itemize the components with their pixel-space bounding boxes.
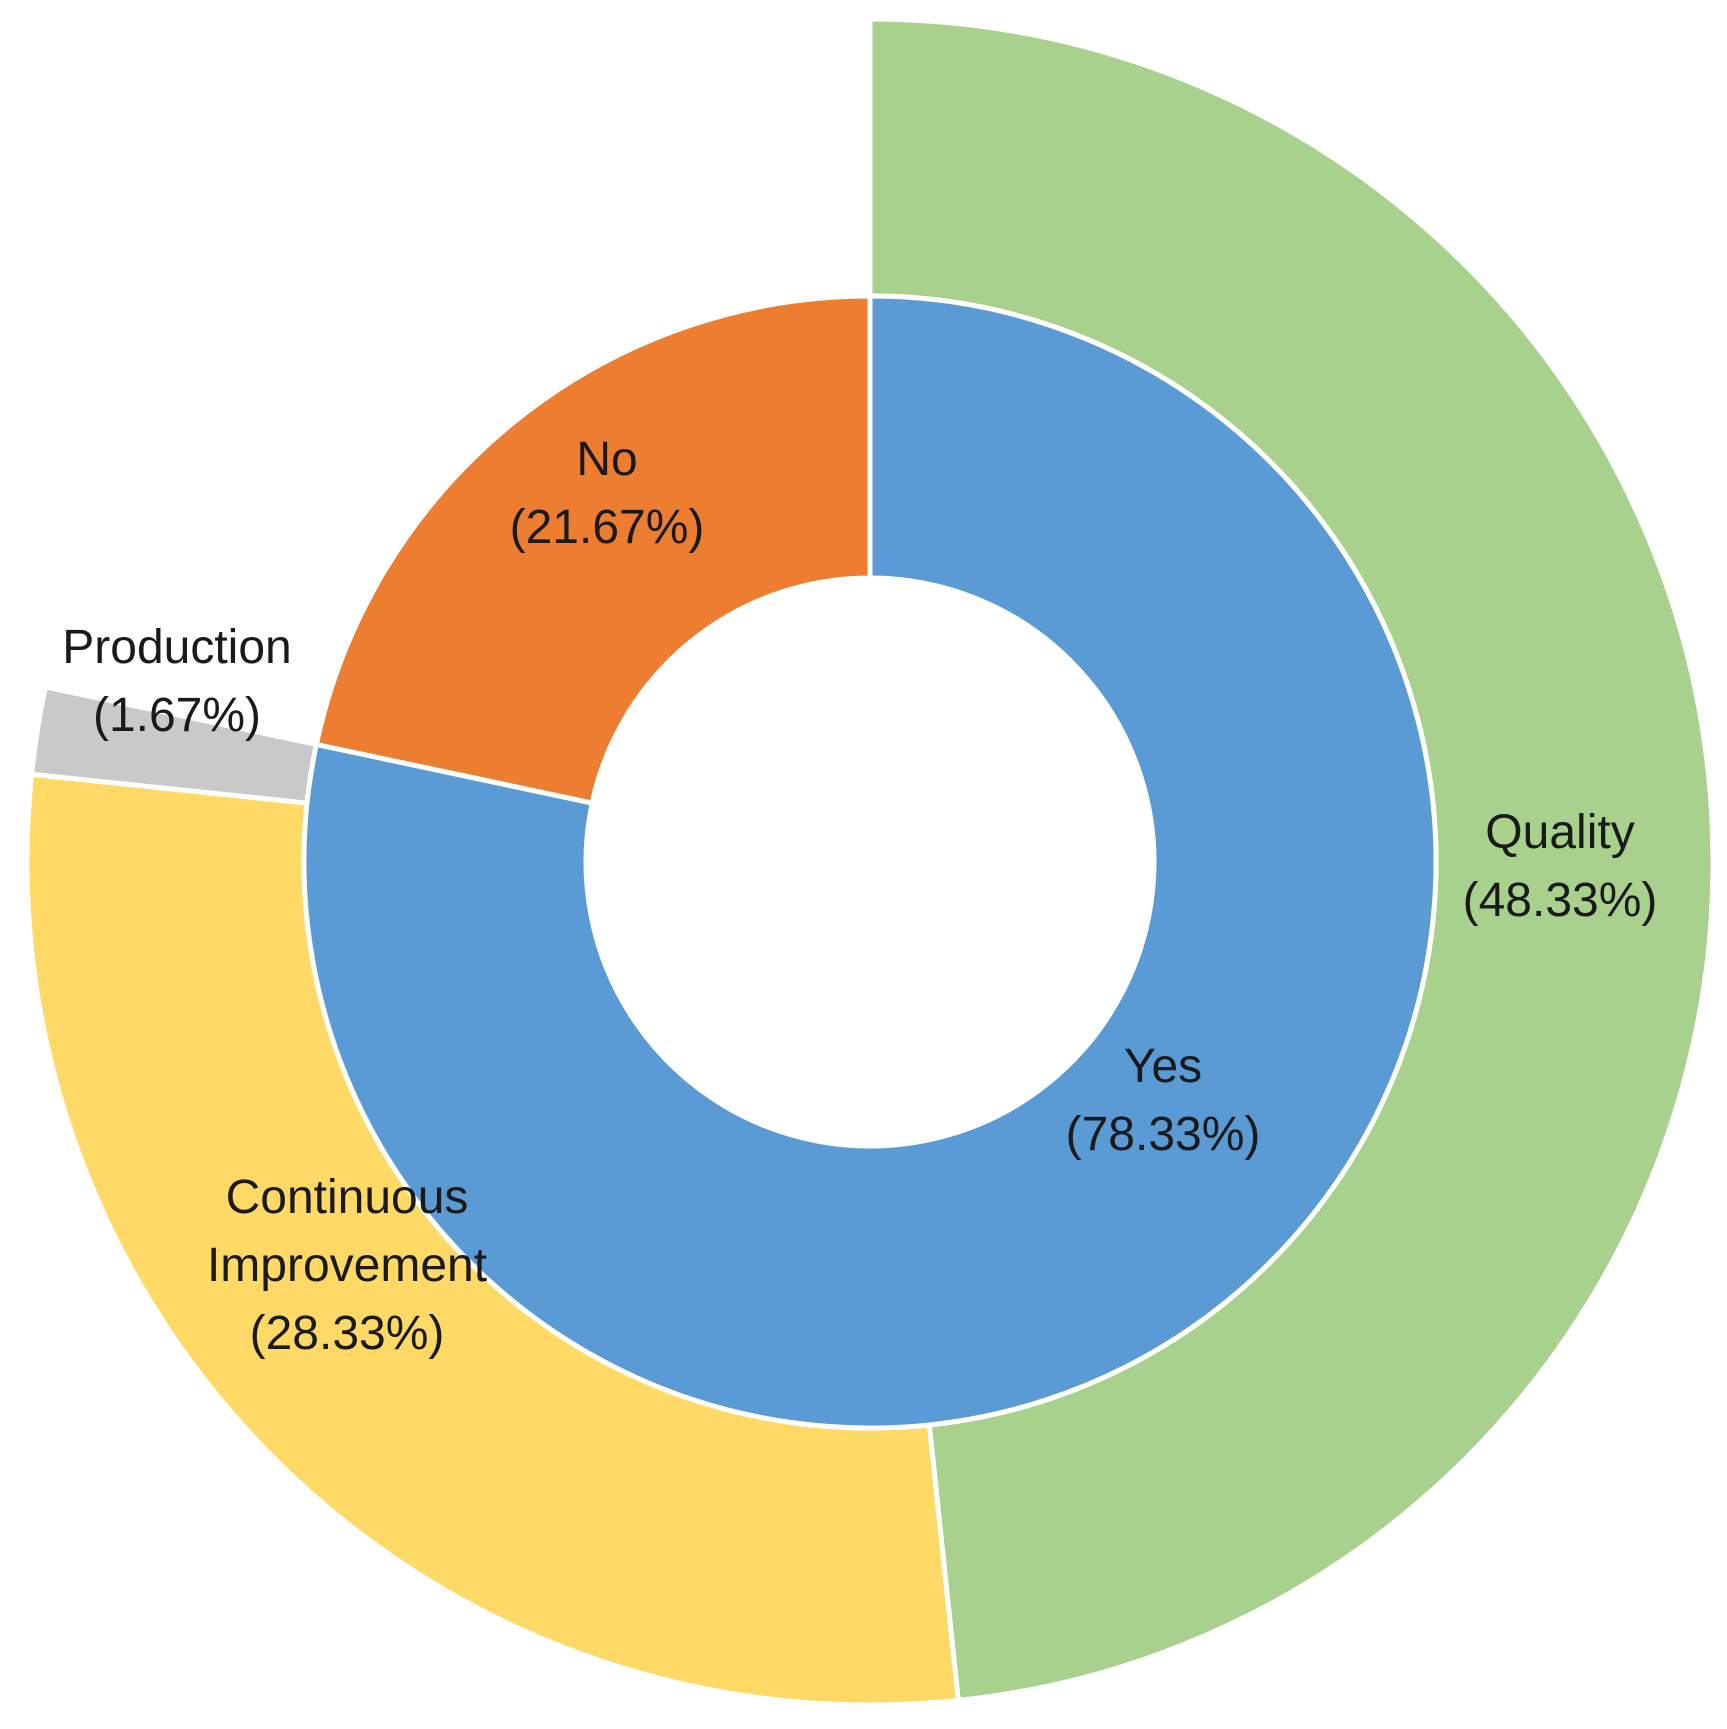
inner-slice-no [313,293,873,806]
data-label-value: (48.33%) [1463,874,1658,927]
data-label-value: (28.33%) [250,1307,445,1360]
outer-ring [24,16,1716,1708]
data-label-yes: Yes (78.33%) [1066,1040,1261,1161]
data-label-value: (21.67%) [510,501,705,554]
data-label-name: Continuous [226,1171,469,1224]
data-label-name: No [576,433,637,486]
data-label-continuous-improvement: Continuous Improvement (28.33%) [207,1171,487,1360]
data-label-value: (1.67%) [93,689,261,742]
data-label-production: Production (1.67%) [62,621,291,742]
data-label-value: (78.33%) [1066,1108,1261,1161]
inner-ring [301,293,1439,1431]
inner-slice-yes [301,293,1439,1431]
data-labels: Yes (78.33%) No (21.67%) Quality (48.33%) Cont… [62,433,1657,1360]
data-label-name: Quality [1485,806,1634,859]
data-label-no: No (21.67%) [510,433,705,554]
data-label-name: Yes [1124,1040,1202,1093]
data-label-quality: Quality (48.33%) [1463,806,1658,927]
data-label-name: Production [62,621,291,674]
data-label-name: Improvement [207,1239,487,1292]
